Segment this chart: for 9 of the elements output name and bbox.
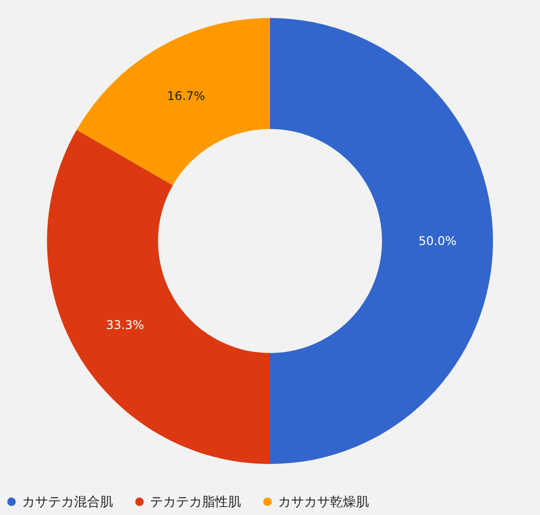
data-label: 50.0% xyxy=(418,234,457,248)
legend-label: カサカサ乾燥肌 xyxy=(278,494,369,510)
data-label: 16.7% xyxy=(167,89,206,104)
legend-label: テカテカ脂性肌 xyxy=(150,494,241,510)
donut-slice xyxy=(47,130,270,464)
donut-slice xyxy=(270,18,493,464)
data-label: 33.3% xyxy=(106,318,144,332)
legend-label: カサテカ混合肌 xyxy=(22,494,113,510)
donut-slice xyxy=(76,18,270,186)
